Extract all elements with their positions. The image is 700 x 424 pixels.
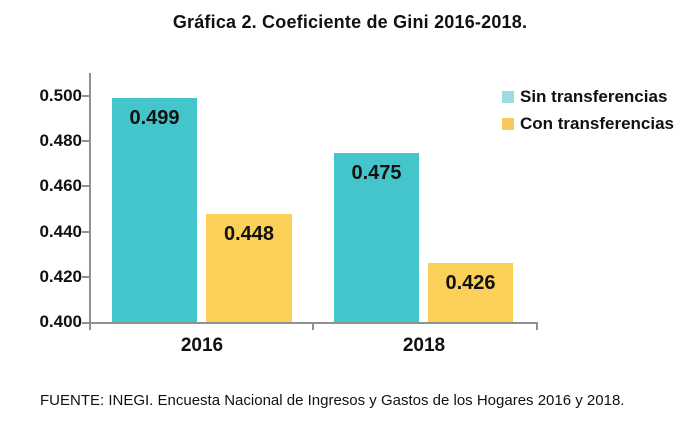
y-tick-label: 0.460 (39, 176, 82, 195)
source-note: FUENTE: INEGI. Encuesta Nacional de Ingr… (40, 392, 625, 409)
legend-label: Sin transferencias (520, 86, 668, 106)
bar-sin-transferencias-2018: 0.475 (334, 153, 419, 322)
bar-value-label: 0.499 (129, 107, 180, 129)
y-tick-mark (82, 322, 89, 324)
bar-con-transferencias-2016: 0.448 (206, 214, 292, 322)
legend-swatch-teal-icon (502, 90, 514, 103)
bar-value-label: 0.448 (223, 223, 275, 245)
legend-item-sin-transferencias: Sin transferencias (502, 86, 674, 107)
y-tick-mark (82, 276, 89, 278)
bar-value-label: 0.475 (351, 162, 402, 184)
bar-sin-transferencias-2016: 0.499 (112, 98, 197, 322)
bar-con-transferencias-2018: 0.426 (428, 263, 513, 322)
x-tick-mark (536, 324, 538, 330)
legend-item-con-transferencias: Con transferencias (502, 113, 674, 134)
y-axis-line (89, 73, 91, 324)
x-category-label-2016: 2016 (180, 335, 224, 356)
x-category-label-2018: 2018 (402, 335, 446, 356)
y-tick-mark (82, 231, 89, 233)
y-tick-label: 0.480 (39, 131, 82, 150)
y-tick-label: 0.400 (39, 312, 82, 331)
y-tick-mark (82, 140, 89, 142)
legend-swatch-yellow-icon (502, 117, 514, 130)
y-tick-mark (82, 185, 89, 187)
y-tick-label: 0.420 (39, 267, 82, 286)
legend-label: Con transferencias (520, 113, 674, 133)
x-axis-line (89, 322, 538, 324)
y-tick-label: 0.500 (39, 86, 82, 105)
y-tick-label: 0.440 (39, 222, 82, 241)
chart-title: Gráfica 2. Coeficiente de Gini 2016-2018… (172, 12, 528, 32)
legend: Sin transferencias Con transferencias (502, 86, 674, 140)
x-tick-mark (89, 324, 91, 330)
bar-value-label: 0.426 (445, 272, 496, 294)
x-tick-mark (312, 324, 314, 330)
y-tick-mark (82, 95, 89, 97)
